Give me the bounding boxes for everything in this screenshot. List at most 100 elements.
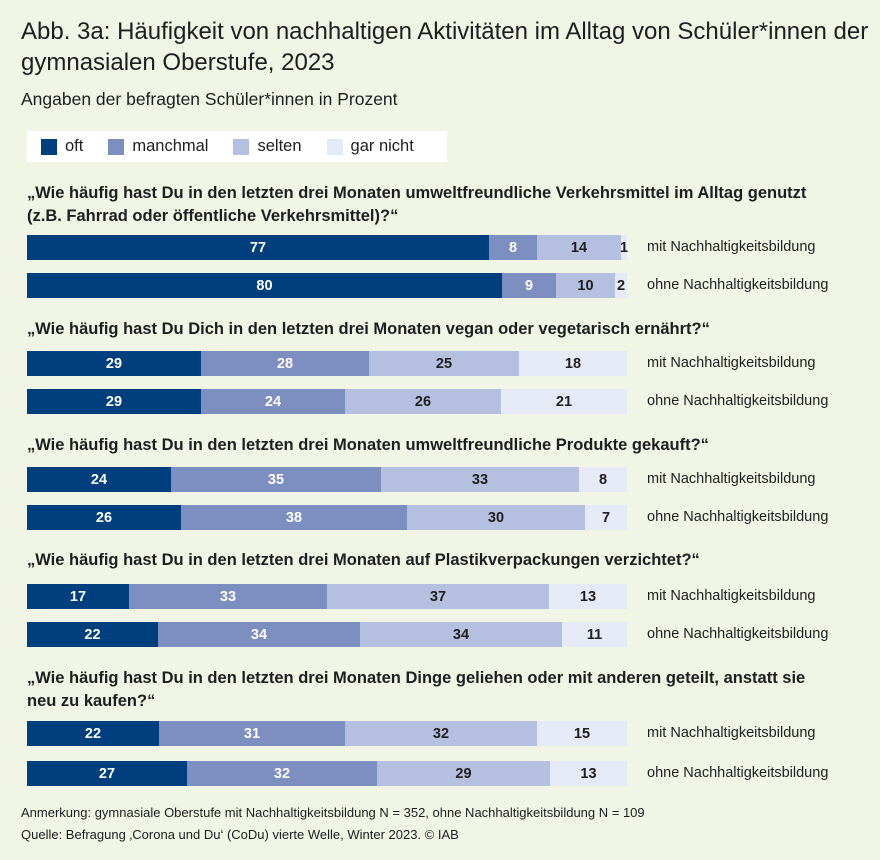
legend-item-selten: selten [233, 137, 302, 156]
question-1: „Wie häufig hast Du in den letzten drei … [27, 184, 807, 225]
legend-swatch-gar-nicht [326, 138, 343, 155]
data-label: 8 [508, 239, 518, 256]
bar-segment-oft: 24 [27, 467, 171, 492]
data-label: 26 [414, 393, 432, 410]
bar-segment-manchmal: 28 [201, 351, 369, 376]
data-label: 34 [250, 626, 268, 643]
data-label: 18 [564, 355, 582, 372]
data-label: 24 [264, 393, 282, 410]
row-label: ohne Nachhaltigkeitsbildung [647, 509, 829, 525]
bar-segment-selten: 29 [377, 761, 550, 786]
bar-segment-gar-nicht: 2 [615, 273, 627, 298]
bar-segment-oft: 22 [27, 721, 159, 746]
bar-row-q2-ohne: 29 24 26 21 [27, 389, 627, 414]
legend-label-manchmal: manchmal [132, 137, 209, 155]
legend-item-oft: oft [41, 137, 83, 156]
bar-segment-gar-nicht: 15 [537, 721, 627, 746]
row-label: mit Nachhaltigkeitsbildung [647, 471, 816, 487]
legend-swatch-manchmal [108, 138, 125, 155]
bar-segment-gar-nicht: 7 [585, 505, 627, 530]
question-5: „Wie häufig hast Du in den letzten drei … [27, 669, 806, 710]
bar-segment-manchmal: 24 [201, 389, 345, 414]
question-4: „Wie häufig hast Du in den letzten drei … [27, 551, 700, 569]
data-label: 7 [601, 509, 611, 526]
data-label: 2 [616, 277, 626, 294]
data-label: 33 [219, 588, 237, 605]
bar-segment-selten: 14 [537, 235, 621, 260]
question-2: „Wie häufig hast Du Dich in den letzten … [27, 320, 710, 338]
data-label: 29 [105, 355, 123, 372]
data-label: 29 [105, 393, 123, 410]
legend-label-selten: selten [257, 137, 302, 155]
bar-segment-gar-nicht: 1 [620, 235, 628, 260]
data-label: 30 [487, 509, 505, 526]
footnote-source: Quelle: Befragung ‚Corona und Du‘ (CoDu)… [21, 827, 459, 842]
bar-segment-oft: 77 [27, 235, 489, 260]
data-label: 38 [285, 509, 303, 526]
bar-segment-manchmal: 31 [159, 721, 345, 746]
bar-segment-oft: 22 [27, 622, 158, 647]
data-label: 11 [586, 626, 603, 643]
row-label: mit Nachhaltigkeitsbildung [647, 239, 816, 255]
data-label: 80 [256, 277, 273, 294]
bar-segment-selten: 33 [381, 467, 579, 492]
bar-row-q5-mit: 22 31 32 15 [27, 721, 627, 746]
data-label: 13 [579, 588, 597, 605]
data-label: 22 [84, 725, 102, 742]
data-label: 22 [84, 626, 101, 643]
bar-segment-manchmal: 34 [158, 622, 360, 647]
data-label: 29 [455, 765, 472, 782]
row-label: ohne Nachhaltigkeitsbildung [647, 765, 829, 781]
bar-segment-selten: 30 [407, 505, 585, 530]
bar-segment-gar-nicht: 11 [562, 622, 627, 647]
data-label: 10 [577, 277, 594, 294]
bar-segment-selten: 25 [369, 351, 519, 376]
legend-item-gar-nicht: gar nicht [326, 137, 414, 156]
bar-segment-gar-nicht: 18 [519, 351, 627, 376]
data-label: 14 [570, 239, 588, 256]
bar-row-q4-mit: 17 33 37 13 [27, 584, 627, 609]
data-label: 32 [273, 765, 291, 782]
bar-segment-selten: 10 [556, 273, 615, 298]
bar-segment-manchmal: 33 [129, 584, 327, 609]
legend: oft manchmal selten gar nicht [27, 131, 447, 162]
data-label: 9 [524, 277, 534, 294]
data-label: 8 [598, 471, 608, 488]
bar-segment-gar-nicht: 21 [501, 389, 627, 414]
data-label: 25 [435, 355, 453, 372]
data-label: 34 [452, 626, 470, 643]
data-label: 28 [276, 355, 294, 372]
row-label: ohne Nachhaltigkeitsbildung [647, 626, 829, 642]
legend-item-manchmal: manchmal [108, 137, 208, 156]
legend-label-gar-nicht: gar nicht [350, 137, 414, 155]
bar-row-q1-mit: 77 8 14 1 [27, 235, 628, 260]
bar-segment-oft: 29 [27, 351, 201, 376]
bar-row-q2-mit: 29 28 25 18 [27, 351, 627, 376]
bar-segment-manchmal: 38 [181, 505, 407, 530]
data-label: 27 [98, 765, 116, 782]
row-label: ohne Nachhaltigkeitsbildung [647, 277, 829, 293]
data-label: 24 [90, 471, 108, 488]
bar-segment-oft: 29 [27, 389, 201, 414]
bar-row-q3-mit: 24 35 33 8 [27, 467, 627, 492]
bar-segment-oft: 17 [27, 584, 129, 609]
row-label: mit Nachhaltigkeitsbildung [647, 725, 816, 741]
data-label: 21 [555, 393, 573, 410]
data-label: 17 [69, 588, 87, 605]
data-label: 26 [95, 509, 113, 526]
bar-segment-manchmal: 9 [502, 273, 556, 298]
bar-segment-manchmal: 35 [171, 467, 381, 492]
footnote-note: Anmerkung: gymnasiale Oberstufe mit Nach… [21, 805, 645, 820]
row-label: mit Nachhaltigkeitsbildung [647, 355, 816, 371]
bar-row-q3-ohne: 26 38 30 7 [27, 505, 627, 530]
bar-segment-gar-nicht: 8 [579, 467, 627, 492]
row-label: ohne Nachhaltigkeitsbildung [647, 393, 829, 409]
bar-row-q5-ohne: 27 32 29 13 [27, 761, 627, 786]
bar-segment-selten: 32 [345, 721, 537, 746]
row-label: mit Nachhaltigkeitsbildung [647, 588, 816, 604]
bar-segment-oft: 26 [27, 505, 181, 530]
legend-label-oft: oft [65, 137, 84, 155]
bar-segment-gar-nicht: 13 [549, 584, 627, 609]
chart-title: Abb. 3a: Häufigkeit von nachhaltigen Akt… [21, 18, 869, 76]
bar-segment-gar-nicht: 13 [550, 761, 627, 786]
